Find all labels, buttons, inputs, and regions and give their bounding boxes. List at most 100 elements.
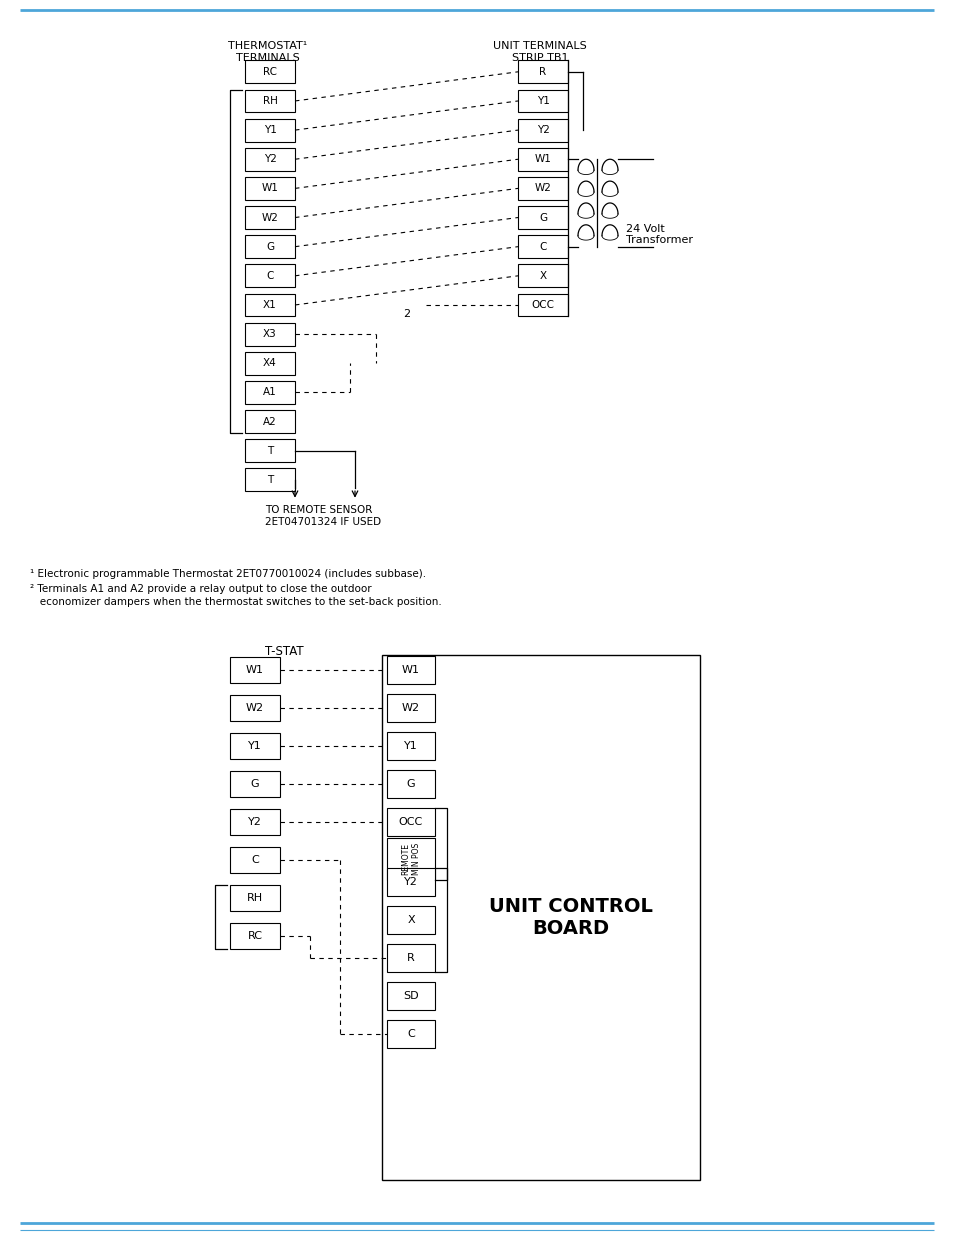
Text: RC: RC xyxy=(247,931,262,941)
Bar xyxy=(245,294,294,316)
Text: Y2: Y2 xyxy=(404,877,417,887)
Text: Y1: Y1 xyxy=(248,741,262,751)
Text: W2: W2 xyxy=(246,703,264,713)
Bar xyxy=(245,235,294,258)
Text: G: G xyxy=(251,778,259,789)
Text: X: X xyxy=(407,915,415,925)
Text: 2: 2 xyxy=(402,309,410,320)
Bar xyxy=(245,61,294,83)
Text: A2: A2 xyxy=(263,416,276,426)
Text: R: R xyxy=(538,67,546,77)
Text: G: G xyxy=(538,212,546,222)
Bar xyxy=(245,440,294,462)
Bar xyxy=(245,206,294,228)
Bar xyxy=(387,837,435,879)
Text: X: X xyxy=(538,270,546,280)
Bar xyxy=(387,731,435,760)
Bar xyxy=(381,655,700,1179)
Bar xyxy=(245,148,294,170)
Text: W2: W2 xyxy=(401,703,419,713)
Bar xyxy=(245,352,294,374)
Bar xyxy=(387,905,435,934)
Bar xyxy=(230,884,280,910)
Bar xyxy=(517,61,567,83)
Text: SD: SD xyxy=(403,990,418,1000)
Text: W1: W1 xyxy=(534,154,551,164)
Text: TERMINALS: TERMINALS xyxy=(236,53,299,63)
Text: W1: W1 xyxy=(261,183,278,194)
Bar xyxy=(230,657,280,683)
Bar xyxy=(245,89,294,112)
Text: W2: W2 xyxy=(534,183,551,194)
Bar xyxy=(245,322,294,346)
Text: RH: RH xyxy=(262,96,277,106)
Bar xyxy=(245,380,294,404)
Text: X3: X3 xyxy=(263,329,276,340)
Bar xyxy=(517,119,567,142)
Text: X4: X4 xyxy=(263,358,276,368)
Bar xyxy=(517,235,567,258)
Bar xyxy=(245,177,294,200)
Text: OCC: OCC xyxy=(531,300,554,310)
Text: G: G xyxy=(266,242,274,252)
Bar xyxy=(517,177,567,200)
Bar xyxy=(387,1020,435,1047)
Bar xyxy=(387,656,435,683)
Text: W2: W2 xyxy=(261,212,278,222)
Bar xyxy=(245,119,294,142)
Bar xyxy=(387,694,435,721)
Text: W1: W1 xyxy=(401,664,419,674)
Bar xyxy=(387,982,435,1010)
Bar xyxy=(387,769,435,798)
Text: THERMOSTAT¹: THERMOSTAT¹ xyxy=(228,41,307,51)
Text: C: C xyxy=(407,1029,415,1039)
Text: ² Terminals A1 and A2 provide a relay output to close the outdoor: ² Terminals A1 and A2 provide a relay ou… xyxy=(30,584,372,594)
Text: Y2: Y2 xyxy=(263,154,276,164)
Bar xyxy=(387,808,435,836)
Text: REMOTE
MIN POS: REMOTE MIN POS xyxy=(401,842,420,874)
Text: G: G xyxy=(406,778,415,789)
Text: UNIT TERMINALS: UNIT TERMINALS xyxy=(493,41,586,51)
Bar xyxy=(230,694,280,720)
Text: T: T xyxy=(267,474,273,485)
Text: Y1: Y1 xyxy=(536,96,549,106)
Text: 24 Volt
Transformer: 24 Volt Transformer xyxy=(625,224,692,246)
Text: T: T xyxy=(267,446,273,456)
Bar xyxy=(387,868,435,895)
Bar xyxy=(517,148,567,170)
Text: A1: A1 xyxy=(263,388,276,398)
Text: ¹ Electronic programmable Thermostat 2ET0770010024 (includes subbase).: ¹ Electronic programmable Thermostat 2ET… xyxy=(30,569,426,579)
Bar xyxy=(245,468,294,492)
Text: T-STAT: T-STAT xyxy=(265,645,303,657)
Text: Y2: Y2 xyxy=(536,125,549,135)
Bar xyxy=(245,264,294,288)
Bar xyxy=(517,89,567,112)
Text: Y2: Y2 xyxy=(248,816,262,826)
Text: 2ET04701324 IF USED: 2ET04701324 IF USED xyxy=(265,517,381,527)
Text: R: R xyxy=(407,952,415,963)
Text: RH: RH xyxy=(247,893,263,903)
Bar xyxy=(517,206,567,228)
Text: RC: RC xyxy=(263,67,276,77)
Bar xyxy=(517,294,567,316)
Bar xyxy=(230,809,280,835)
Text: C: C xyxy=(538,242,546,252)
Text: OCC: OCC xyxy=(398,816,423,826)
Bar xyxy=(245,410,294,433)
Text: X1: X1 xyxy=(263,300,276,310)
Text: W1: W1 xyxy=(246,664,264,674)
Text: UNIT CONTROL
BOARD: UNIT CONTROL BOARD xyxy=(489,897,652,937)
Text: Y1: Y1 xyxy=(263,125,276,135)
Text: TO REMOTE SENSOR: TO REMOTE SENSOR xyxy=(265,505,372,515)
Bar xyxy=(230,847,280,873)
Text: C: C xyxy=(251,855,258,864)
Bar xyxy=(230,732,280,758)
Text: C: C xyxy=(266,270,274,280)
Text: Y1: Y1 xyxy=(404,741,417,751)
Text: STRIP TB1: STRIP TB1 xyxy=(511,53,568,63)
Bar xyxy=(387,944,435,972)
Bar xyxy=(517,264,567,288)
Bar xyxy=(230,771,280,797)
Bar xyxy=(230,923,280,948)
Text: economizer dampers when the thermostat switches to the set-back position.: economizer dampers when the thermostat s… xyxy=(30,598,441,608)
